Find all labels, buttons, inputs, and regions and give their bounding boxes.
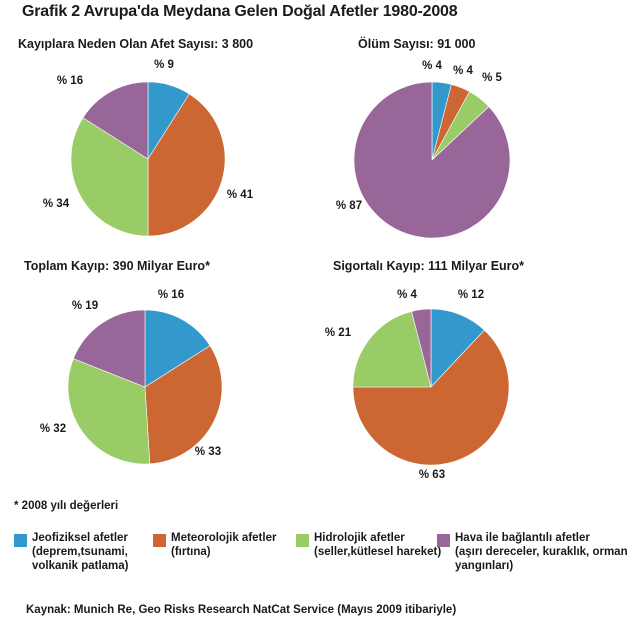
footnote: * 2008 yılı değerleri bbox=[14, 500, 119, 512]
data-label-deaths-hava: % 87 bbox=[336, 200, 362, 212]
data-label-insured-loss-hidrolojik: % 21 bbox=[325, 327, 352, 339]
chart-title-insured-loss: Sigortalı Kayıp: 111 Milyar Euro* bbox=[333, 259, 525, 273]
pie-slice-insured-loss-meteorolojik bbox=[352, 329, 510, 466]
legend-label-meteorolojik: Meteorolojik afetler bbox=[171, 532, 277, 544]
pie-slice-total-loss-jeofiziksel bbox=[144, 309, 211, 388]
legend-desc-meteorolojik: (fırtına) bbox=[171, 546, 211, 558]
pie-slice-total-loss-hava bbox=[73, 309, 146, 388]
legend-desc-hidrolojik: (seller,kütlesel hareket) bbox=[314, 546, 442, 558]
pie-slice-disaster-count-meteorolojik bbox=[147, 93, 226, 237]
data-label-deaths-meteorolojik: % 4 bbox=[453, 65, 473, 77]
legend-swatch-meteorolojik bbox=[153, 534, 166, 547]
data-label-deaths-jeofiziksel: % 4 bbox=[422, 60, 442, 72]
legend-swatch-hava bbox=[437, 534, 450, 547]
data-label-total-loss-hava: % 19 bbox=[72, 300, 98, 312]
pie-slice-total-loss-meteorolojik bbox=[144, 345, 223, 465]
legend-swatch-jeofiziksel bbox=[14, 534, 27, 547]
legend-swatch-hidrolojik bbox=[296, 534, 309, 547]
pie-slice-deaths-hava bbox=[353, 81, 511, 239]
pie-slice-disaster-count-hava bbox=[82, 81, 149, 160]
data-label-deaths-hidrolojik: % 5 bbox=[482, 72, 502, 84]
data-label-total-loss-meteorolojik: % 33 bbox=[195, 446, 221, 458]
data-label-disaster-count-jeofiziksel: % 9 bbox=[154, 59, 174, 71]
legend-desc-hava: (aşırı dereceler, kuraklık, orman yangın… bbox=[455, 546, 628, 572]
legend-label-hidrolojik: Hidrolojik afetler bbox=[314, 532, 405, 544]
data-label-disaster-count-hidrolojik: % 34 bbox=[43, 198, 70, 210]
page-title: Grafik 2 Avrupa'da Meydana Gelen Doğal A… bbox=[22, 3, 458, 20]
pie-slice-insured-loss-hidrolojik bbox=[352, 311, 432, 388]
data-label-insured-loss-jeofiziksel: % 12 bbox=[458, 289, 484, 301]
legend-label-jeofiziksel: Jeofiziksel afetler bbox=[32, 532, 128, 544]
data-label-disaster-count-meteorolojik: % 41 bbox=[227, 189, 254, 201]
pie-slice-disaster-count-hidrolojik bbox=[70, 117, 149, 237]
chart-title-deaths: Ölüm Sayısı: 91 000 bbox=[358, 37, 476, 51]
data-label-insured-loss-meteorolojik: % 63 bbox=[419, 469, 445, 481]
chart-title-total-loss: Toplam Kayıp: 390 Milyar Euro* bbox=[24, 259, 210, 273]
chart-title-disaster-count: Kayıplara Neden Olan Afet Sayısı: 3 800 bbox=[18, 37, 254, 51]
data-label-total-loss-hidrolojik: % 32 bbox=[40, 423, 66, 435]
legend-label-hava: Hava ile bağlantılı afetler bbox=[455, 532, 590, 544]
pie-slice-total-loss-hidrolojik bbox=[67, 358, 151, 465]
data-label-insured-loss-hava: % 4 bbox=[397, 289, 417, 301]
source-note: Kaynak: Munich Re, Geo Risks Research Na… bbox=[26, 604, 457, 616]
legend-desc-jeofiziksel: (deprem,tsunami, volkanik patlama) bbox=[32, 546, 129, 572]
data-label-total-loss-jeofiziksel: % 16 bbox=[158, 289, 184, 301]
pie-charts: % 9 % 41 % 34 % 16 % 4 % 4 % 5 % 87 % 16 % 33 % 32… bbox=[40, 59, 511, 481]
pie-slice-insured-loss-hava bbox=[411, 308, 432, 388]
data-label-disaster-count-hava: % 16 bbox=[57, 75, 83, 87]
